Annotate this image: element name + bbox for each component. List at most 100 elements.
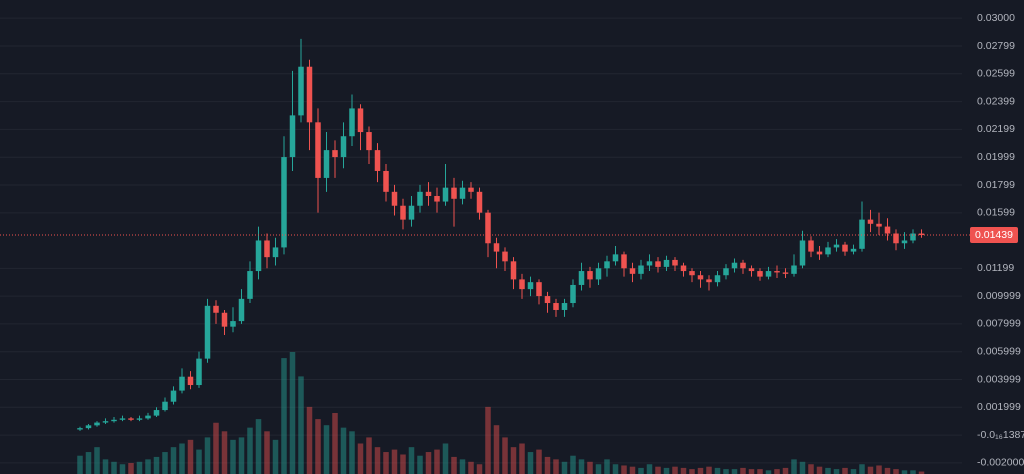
candle-body [340, 136, 347, 158]
volume-bar [595, 464, 602, 474]
candle-body [451, 187, 457, 199]
candle-body [187, 376, 194, 386]
volume-bar [791, 459, 797, 474]
candle-body [230, 321, 236, 327]
volume-bar [808, 464, 814, 474]
candle-body [332, 150, 338, 158]
candle-body [425, 191, 432, 196]
candle-body [638, 265, 644, 274]
volume-bar [425, 452, 432, 474]
volume-bar [204, 437, 211, 474]
volume-bar [323, 425, 330, 474]
candle-body [400, 205, 406, 220]
volume-bar [850, 469, 857, 474]
candle-body [901, 240, 908, 244]
volume-bar [306, 406, 313, 474]
y-tick-label: -0.002000 [977, 457, 1024, 469]
volume-bar [570, 455, 576, 474]
volume-bar [357, 443, 364, 474]
volume-bar [884, 467, 891, 474]
volume-bar [638, 467, 644, 474]
candle-body [765, 271, 772, 277]
volume-bar [162, 452, 168, 474]
volume-bar [910, 470, 916, 474]
volume-bar [136, 461, 143, 474]
candle-body [578, 271, 585, 285]
volume-bar [765, 470, 772, 474]
volume-bar [102, 459, 109, 474]
candle-body [544, 296, 551, 304]
candle-body [553, 303, 559, 310]
candle-body [485, 212, 491, 244]
volume-bar [782, 467, 789, 474]
candle-body [306, 66, 313, 123]
volume-bar [451, 456, 457, 474]
y-tick-label: 0.01999 [977, 151, 1015, 163]
volume-bar [417, 455, 423, 474]
volume-bar [179, 443, 185, 474]
candle-body [374, 150, 381, 171]
y-tick-label: 0.02399 [977, 95, 1015, 107]
volume-bar [238, 437, 245, 474]
volume-bar [536, 449, 542, 474]
y-tick-label: 0.005999 [977, 345, 1021, 357]
volume-bar [680, 467, 687, 474]
volume-bar [646, 464, 653, 474]
volume-bar [408, 447, 415, 474]
y-tick-label: 0.003999 [977, 373, 1021, 385]
candle-body [179, 376, 185, 391]
candle-body [221, 312, 228, 327]
volume-bar [187, 439, 194, 474]
candle-body [349, 108, 355, 137]
candle-body [655, 261, 661, 267]
candle-body [672, 259, 678, 266]
candle-body [850, 248, 857, 252]
candle-body [663, 259, 670, 267]
volume-bar [272, 439, 279, 474]
last-price-label: 0.01439 [975, 229, 1013, 241]
candle-body [102, 421, 109, 423]
candle-body [646, 261, 653, 266]
candle-body [587, 271, 593, 280]
candle-body [408, 205, 415, 220]
candle-body [808, 240, 814, 252]
volume-bar [340, 427, 347, 474]
candle-body [111, 419, 117, 422]
volume-bar [332, 413, 338, 474]
candle-body [196, 358, 202, 386]
volume-bar [604, 459, 610, 474]
candle-body [859, 219, 865, 249]
y-tick-label: 0.001999 [977, 401, 1021, 413]
candle-body [136, 418, 143, 420]
y-tick-label: 0.02799 [977, 40, 1015, 52]
candle-body [782, 272, 789, 274]
y-tick-label: 0.03000 [977, 12, 1015, 24]
candle-body [876, 223, 882, 227]
volume-bar [723, 469, 729, 474]
volume-bar [587, 461, 593, 474]
volume-bar [383, 452, 389, 474]
candle-body [298, 66, 304, 116]
volume-bar [621, 465, 627, 474]
candle-body [629, 268, 636, 274]
candle-body [774, 271, 780, 273]
candle-body [604, 261, 610, 269]
volume-bar [221, 431, 228, 474]
volume-bar [833, 469, 840, 474]
volume-bar [230, 439, 236, 474]
candle-body [502, 251, 508, 262]
volume-bar [366, 437, 372, 474]
candle-body [383, 170, 389, 192]
volume-bar [714, 467, 721, 474]
volume-bar [485, 406, 491, 474]
volume-bar [459, 459, 466, 474]
volume-bar [876, 465, 882, 474]
y-tick-label: -0.0₁₆1387 [977, 429, 1024, 441]
volume-bar [825, 467, 831, 474]
volume-bar [510, 447, 517, 474]
candle-body [119, 418, 126, 420]
candle-body [714, 275, 721, 283]
volume-bar [264, 431, 270, 474]
volume-bar [94, 447, 100, 474]
